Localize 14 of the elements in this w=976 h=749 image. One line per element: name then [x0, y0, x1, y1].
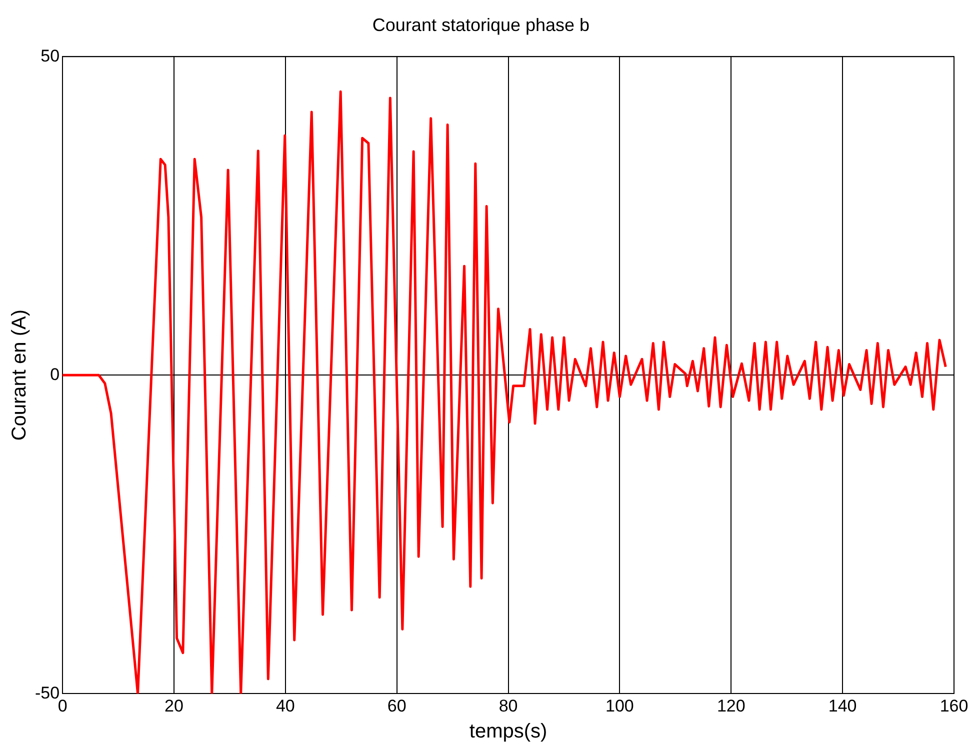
x-tick-label: 20 [164, 696, 184, 716]
chart-title: Courant statorique phase b [372, 14, 590, 35]
y-tick-label: 0 [50, 364, 60, 384]
x-axis-title: temps(s) [469, 720, 548, 743]
x-tick-label: 60 [387, 696, 406, 716]
y-axis-title: Courant en (A) [8, 310, 31, 441]
y-tick-label: 50 [40, 46, 60, 66]
x-tick-label: 100 [606, 696, 634, 716]
x-tick-label: 120 [716, 696, 746, 716]
x-tick-label: 140 [828, 696, 857, 716]
x-tick-label: 40 [276, 696, 295, 716]
x-tick-label: 160 [940, 696, 968, 716]
y-tick-label: -50 [34, 683, 60, 702]
x-tick-label: 80 [498, 696, 518, 716]
